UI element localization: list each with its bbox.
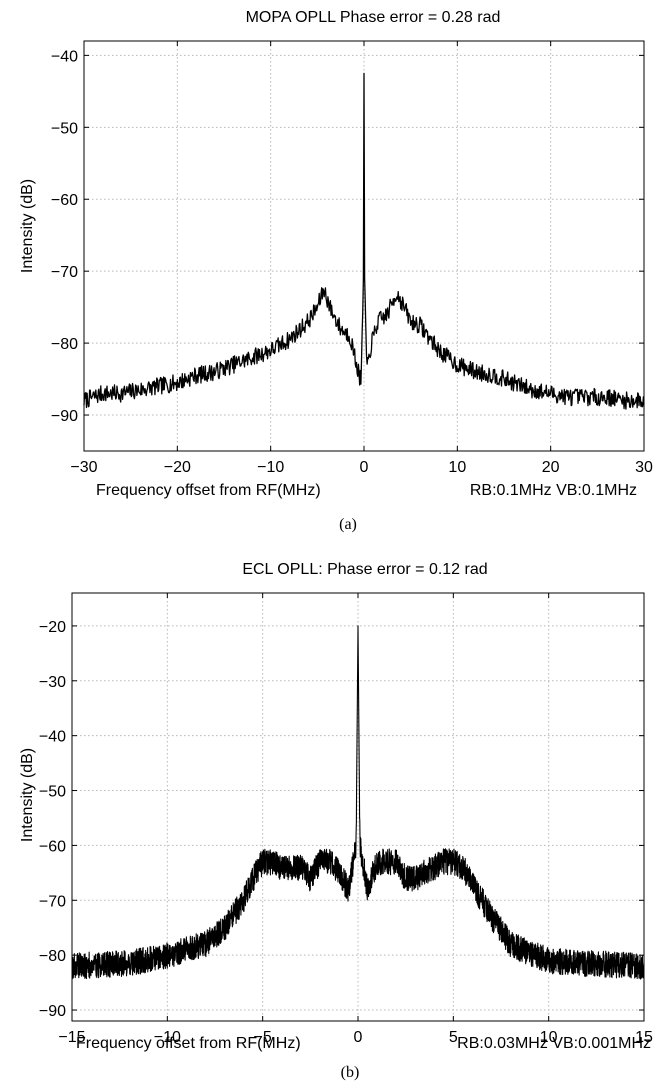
- chart-b-ylabel: Intensity (dB): [19, 748, 36, 842]
- chart-b-xlabel-note: RB:0.03MHz VB:0.001MHz: [457, 1035, 651, 1052]
- chart-a-x-tick-label: 0: [360, 459, 369, 476]
- chart-a-series-line: [83, 72, 645, 410]
- chart-b-series-line: [71, 625, 645, 980]
- chart-b-y-tick-label: −20: [39, 619, 66, 636]
- chart-a-x-tick-label: −20: [164, 459, 191, 476]
- chart-a: MOPA OPLL Phase error = 0.28 rad Intensi…: [19, 9, 653, 533]
- chart-a-y-tick-label: −80: [51, 336, 78, 353]
- chart-b-y-tick-label: −50: [39, 784, 66, 801]
- chart-a-caption: (a): [339, 516, 357, 533]
- chart-b: ECL OPLL: Phase error = 0.12 rad Intensi…: [19, 561, 653, 1081]
- chart-b-y-tick-label: −80: [39, 948, 66, 965]
- chart-a-xlabel-note: RB:0.1MHz VB:0.1MHz: [470, 482, 637, 499]
- chart-b-x-tick-label: −10: [154, 1029, 181, 1046]
- chart-a-xlabel: Frequency offset from RF(MHz): [96, 482, 321, 499]
- chart-b-x-tick-label: −5: [254, 1029, 272, 1046]
- chart-b-y-tick-label: −60: [39, 838, 66, 855]
- chart-a-ylabel: Intensity (dB): [19, 179, 36, 273]
- chart-b-y-tick-label: −90: [39, 1003, 66, 1020]
- chart-b-x-tick-label: 5: [449, 1029, 458, 1046]
- chart-b-x-tick-label: 0: [354, 1029, 363, 1046]
- chart-a-x-tick-label: 20: [542, 459, 560, 476]
- chart-a-y-tick-label: −90: [51, 408, 78, 425]
- chart-a-y-tick-label: −50: [51, 120, 78, 137]
- chart-a-y-tick-label: −70: [51, 264, 78, 281]
- chart-a-x-tick-label: 10: [448, 459, 466, 476]
- chart-b-y-tick-label: −40: [39, 729, 66, 746]
- chart-b-title: ECL OPLL: Phase error = 0.12 rad: [242, 561, 487, 578]
- chart-b-xlabel: Frequency offset from RF(MHz): [76, 1035, 301, 1052]
- chart-b-y-tick-label: −30: [39, 674, 66, 691]
- chart-b-x-tick-label: −15: [58, 1029, 85, 1046]
- chart-a-y-tick-label: −60: [51, 192, 78, 209]
- chart-a-y-tick-label: −40: [51, 48, 78, 65]
- chart-b-caption: (b): [341, 1064, 360, 1081]
- chart-a-x-tick-label: 30: [635, 459, 653, 476]
- chart-b-y-tick-label: −70: [39, 893, 66, 910]
- chart-b-x-tick-label: 15: [635, 1029, 653, 1046]
- chart-a-title: MOPA OPLL Phase error = 0.28 rad: [246, 9, 501, 26]
- chart-a-x-tick-label: −30: [70, 459, 97, 476]
- chart-b-x-tick-label: 10: [540, 1029, 558, 1046]
- chart-a-x-tick-label: −10: [257, 459, 284, 476]
